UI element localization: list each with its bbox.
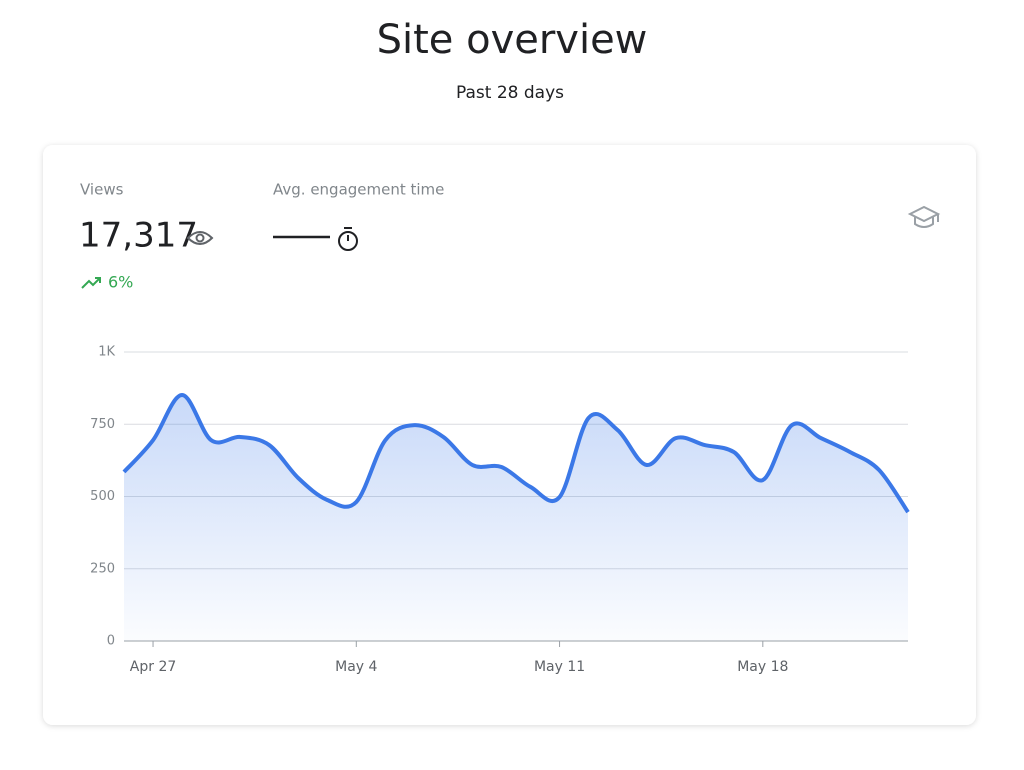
- trend-icon: [81, 277, 101, 289]
- x-tick-label: May 4: [335, 659, 377, 675]
- x-tick-label: Apr 27: [130, 659, 176, 675]
- page-subtitle: Past 28 days: [456, 83, 564, 103]
- metric-label: Avg. engagement time: [273, 181, 444, 199]
- metric-change: 6%: [108, 273, 133, 292]
- learn-icon[interactable]: [907, 205, 941, 228]
- timer-icon: [338, 227, 358, 251]
- y-tick-label: 0: [107, 634, 115, 649]
- x-tick-label: May 18: [737, 659, 788, 675]
- y-tick-label: 1K: [98, 345, 115, 360]
- metric-value: 17,317: [79, 216, 198, 256]
- eye-icon: [186, 231, 214, 245]
- area-fill: [124, 395, 908, 641]
- line: [122, 393, 910, 514]
- x-tick-label: May 11: [534, 659, 585, 675]
- y-tick-label: 250: [90, 561, 115, 576]
- page-title: Site overview: [377, 17, 648, 63]
- y-tick-label: 750: [90, 417, 115, 432]
- metric-label: Views: [80, 181, 124, 199]
- y-tick-label: 500: [90, 489, 115, 504]
